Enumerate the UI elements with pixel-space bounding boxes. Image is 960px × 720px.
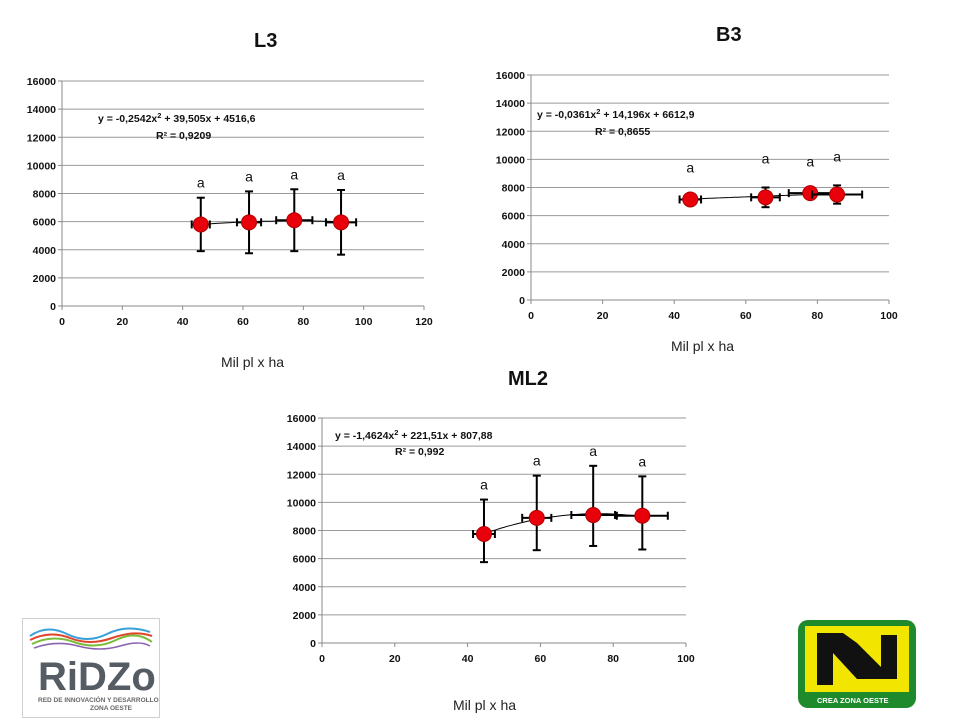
chart-b3-data-point	[802, 185, 819, 202]
chart-ml2-significance-label: a	[638, 453, 646, 469]
chart-b3-x-tick-label: 100	[880, 310, 898, 322]
chart-title-l3: L3	[254, 30, 278, 52]
chart-ml2-x-tick-label: 60	[535, 653, 547, 665]
chart-l3-y-tick-label: 16000	[27, 76, 56, 88]
chart-b3-significance-label: a	[762, 151, 770, 167]
chart-l3-y-tick-label: 4000	[33, 245, 57, 257]
chart-ml2-x-tick-label: 20	[389, 653, 401, 665]
chart-b3-data-point	[682, 191, 699, 208]
chart-b3-significance-label: a	[686, 160, 694, 176]
chart-ml2-equation: y = -1,4624x2 + 221,51x + 807,88	[335, 428, 493, 442]
chart-b3-x-tick-label: 40	[668, 310, 680, 322]
chart-l3-y-tick-label: 8000	[33, 189, 57, 201]
chart-ml2-data-point	[585, 507, 602, 524]
chart-l3-r-squared: R² = 0,9209	[156, 130, 211, 142]
x-axis-title-b3: Mil pl x ha	[671, 338, 735, 354]
chart-l3-x-tick-label: 40	[177, 316, 189, 328]
chart-l3-significance-label: a	[197, 175, 205, 191]
chart-b3-y-tick-label: 2000	[502, 267, 526, 279]
chart-b3-data-point	[757, 189, 774, 206]
chart-ml2-x-tick-label: 40	[462, 653, 474, 665]
chart-b3-y-tick-label: 14000	[496, 98, 525, 110]
crea-label: CREA ZONA OESTE	[817, 696, 889, 705]
chart-l3-equation: y = -0,2542x2 + 39,505x + 4516,6	[98, 111, 256, 125]
chart-l3-data-point	[286, 212, 303, 229]
x-axis-title-l3: Mil pl x ha	[221, 354, 285, 370]
chart-ml2-significance-label: a	[533, 453, 541, 469]
chart-ml2-y-tick-label: 14000	[287, 441, 316, 453]
chart-ml2-y-tick-label: 16000	[287, 413, 316, 425]
chart-l3-x-tick-label: 60	[237, 316, 249, 328]
chart-l3-data-point	[241, 214, 258, 231]
chart-l3-y-tick-label: 10000	[27, 160, 56, 172]
chart-b3-y-tick-label: 16000	[496, 70, 525, 82]
chart-b3-x-tick-label: 60	[740, 310, 752, 322]
chart-ml2-y-tick-label: 12000	[287, 469, 316, 481]
chart-l3-significance-label: a	[290, 166, 298, 182]
chart-l3-x-tick-label: 100	[355, 316, 373, 328]
ridzo-logo: RiDZo RED DE INNOVACIÓN Y DESARROLLO ZON…	[22, 618, 160, 718]
ridzo-wordmark: RiDZo	[38, 655, 156, 699]
chart-b3-x-tick-label: 0	[528, 310, 534, 322]
x-axis-title-ml2: Mil pl x ha	[453, 697, 517, 713]
chart-ml2-y-tick-label: 10000	[287, 497, 316, 509]
chart-l3-significance-label: a	[337, 167, 345, 183]
chart-l3-x-tick-label: 120	[415, 316, 433, 328]
chart-title-ml2: ML2	[508, 368, 548, 390]
chart-ml2-y-tick-label: 2000	[293, 610, 317, 622]
chart-l3-trendline	[200, 220, 342, 225]
chart-ml2-significance-label: a	[480, 477, 488, 493]
chart-b3-equation: y = -0,0361x2 + 14,196x + 6612,9	[537, 107, 695, 121]
chart-ml2-r-squared: R² = 0,992	[395, 446, 444, 458]
chart-b3-y-tick-label: 8000	[502, 183, 526, 195]
chart-b3-y-tick-label: 10000	[496, 154, 525, 166]
chart-l3-y-tick-label: 12000	[27, 132, 56, 144]
chart-b3-data-point	[829, 186, 846, 203]
chart-l3-y-tick-label: 6000	[33, 217, 57, 229]
chart-ml2-y-tick-label: 4000	[293, 582, 317, 594]
chart-b3-y-tick-label: 4000	[502, 239, 526, 251]
chart-l3-x-tick-label: 20	[116, 316, 128, 328]
chart-b3-significance-label: a	[833, 148, 841, 164]
ridzo-subtitle-1: RED DE INNOVACIÓN Y DESARROLLO	[38, 695, 159, 704]
chart-l3-data-point	[333, 214, 350, 231]
chart-b3-r-squared: R² = 0,8655	[595, 126, 650, 138]
chart-b3-y-tick-label: 0	[519, 295, 525, 307]
chart-l3-significance-label: a	[245, 168, 253, 184]
chart-ml2-y-tick-label: 6000	[293, 554, 317, 566]
chart-ml2-data-point	[634, 507, 651, 524]
chart-l3-y-tick-label: 14000	[27, 104, 56, 116]
chart-title-b3: B3	[716, 24, 742, 46]
chart-ml2-y-tick-label: 0	[310, 638, 316, 650]
chart-b3-significance-label: a	[806, 153, 814, 169]
chart-ml2-y-tick-label: 8000	[293, 526, 317, 538]
chart-l3-y-tick-label: 2000	[33, 273, 57, 285]
chart-l3-data-point	[192, 216, 209, 233]
chart-ml2-x-tick-label: 80	[607, 653, 619, 665]
chart-l3-x-tick-label: 0	[59, 316, 65, 328]
chart-b3-y-tick-label: 6000	[502, 211, 526, 223]
crea-logo: CREA ZONA OESTE	[798, 620, 916, 708]
chart-b3-y-tick-label: 12000	[496, 126, 525, 138]
chart-ml2-data-point	[475, 526, 492, 543]
chart-l3-y-tick-label: 0	[50, 301, 56, 313]
ridzo-subtitle-2: ZONA OESTE	[90, 705, 133, 712]
chart-ml2-data-point	[528, 509, 545, 526]
chart-ml2-significance-label: a	[589, 443, 597, 459]
chart-b3-x-tick-label: 80	[812, 310, 824, 322]
chart-ml2-x-tick-label: 0	[319, 653, 325, 665]
chart-b3-x-tick-label: 20	[597, 310, 609, 322]
chart-ml2-x-tick-label: 100	[677, 653, 695, 665]
chart-l3-x-tick-label: 80	[297, 316, 309, 328]
